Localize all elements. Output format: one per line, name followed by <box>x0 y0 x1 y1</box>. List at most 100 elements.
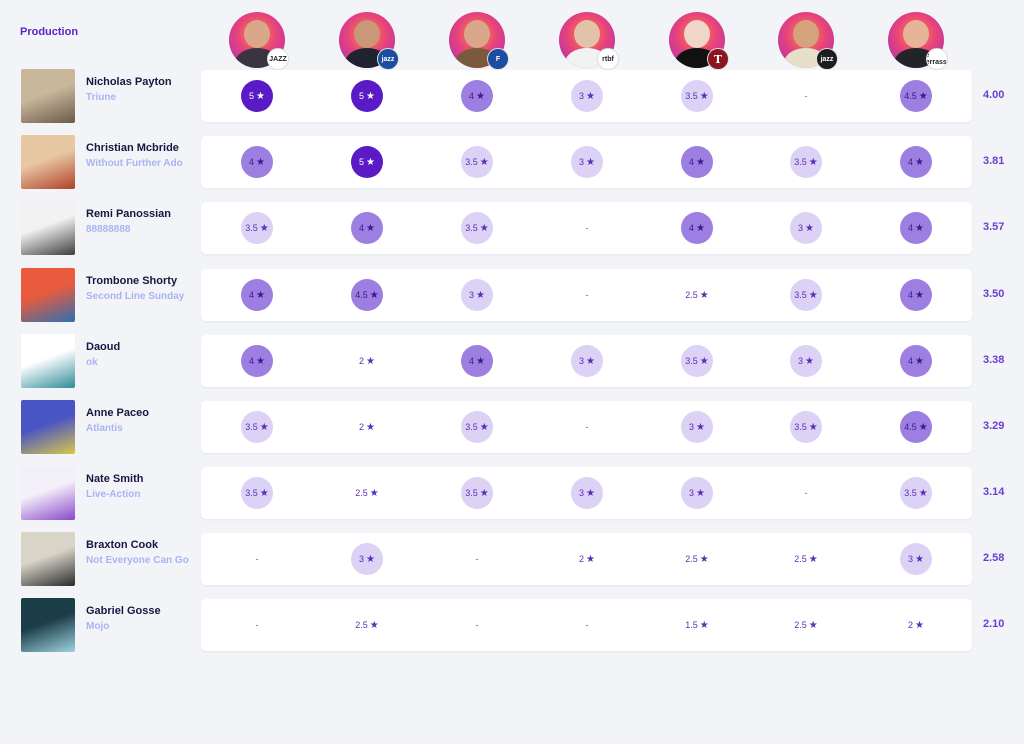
rating-cell[interactable]: 2 ★ <box>571 543 603 575</box>
album-title[interactable]: Mojo <box>86 621 110 632</box>
rating-cell[interactable]: 4 ★ <box>241 279 273 311</box>
rating-cell[interactable]: 3.5 ★ <box>241 212 273 244</box>
rating-cell[interactable]: 3 ★ <box>571 80 603 112</box>
rating-cell[interactable]: 1.5 ★ <box>681 609 713 641</box>
rating-cell[interactable]: 2.5 ★ <box>790 543 822 575</box>
rating-cell[interactable]: 4.5 ★ <box>900 80 932 112</box>
critic-avatar[interactable]: JAZZ <box>229 12 289 70</box>
rating-cell[interactable]: 2.5 ★ <box>790 609 822 641</box>
rating-cell[interactable]: 3.5 ★ <box>461 411 493 443</box>
rating-cell[interactable]: 2 ★ <box>351 411 383 443</box>
rating-cell[interactable]: 3 ★ <box>790 212 822 244</box>
rating-cell[interactable]: 3.5 ★ <box>461 477 493 509</box>
rating-cell[interactable]: 4 ★ <box>351 212 383 244</box>
rating-cell[interactable]: 3 ★ <box>790 345 822 377</box>
table-row[interactable]: Braxton Cook Not Everyone Can Go - 3 ★ - 2 ★ 2.5… <box>0 532 1024 588</box>
rating-cell[interactable]: 2.5 ★ <box>681 543 713 575</box>
critic-avatar[interactable]: le terrasse <box>888 12 948 70</box>
table-row[interactable]: Daoud ok 4 ★ 2 ★ 4 ★ 3 ★ 3.5 ★ 3 ★ 4 ★ 3.38 <box>0 334 1024 390</box>
album-title[interactable]: ok <box>86 357 98 368</box>
album-title[interactable]: Live-Action <box>86 489 141 500</box>
rating-cell[interactable]: 4 ★ <box>681 146 713 178</box>
rating-cell[interactable]: 2 ★ <box>900 609 932 641</box>
rating-cell[interactable]: 3 ★ <box>571 345 603 377</box>
rating-cell[interactable]: 5 ★ <box>351 80 383 112</box>
critic-avatar[interactable]: F <box>449 12 509 70</box>
rating-cell[interactable]: - <box>790 80 822 112</box>
artist-name[interactable]: Anne Paceo <box>86 407 149 419</box>
rating-cell[interactable]: 2 ★ <box>351 345 383 377</box>
album-cover[interactable] <box>21 598 75 652</box>
rating-cell[interactable]: 4 ★ <box>900 146 932 178</box>
rating-cell[interactable]: 4 ★ <box>241 146 273 178</box>
rating-cell[interactable]: 3 ★ <box>681 477 713 509</box>
rating-cell[interactable]: 3.5 ★ <box>900 477 932 509</box>
artist-name[interactable]: Christian Mcbride <box>86 142 179 154</box>
rating-cell[interactable]: 2.5 ★ <box>351 477 383 509</box>
album-cover[interactable] <box>21 268 75 322</box>
artist-name[interactable]: Gabriel Gosse <box>86 605 161 617</box>
artist-name[interactable]: Trombone Shorty <box>86 275 178 287</box>
rating-cell[interactable]: 3 ★ <box>681 411 713 443</box>
table-row[interactable]: Anne Paceo Atlantis 3.5 ★ 2 ★ 3.5 ★ -3 ★ 3.5 ★ 4.5 ★ 3… <box>0 400 1024 456</box>
rating-cell[interactable]: 3 ★ <box>900 543 932 575</box>
artist-name[interactable]: Nate Smith <box>86 473 144 485</box>
rating-cell[interactable]: 3.5 ★ <box>681 345 713 377</box>
album-title[interactable]: Atlantis <box>86 423 123 434</box>
rating-cell[interactable]: 4 ★ <box>461 345 493 377</box>
rating-cell[interactable]: 5 ★ <box>241 80 273 112</box>
rating-cell[interactable]: 4 ★ <box>900 345 932 377</box>
rating-cell[interactable]: - <box>571 212 603 244</box>
rating-cell[interactable]: 3.5 ★ <box>241 411 273 443</box>
rating-cell[interactable]: - <box>461 609 493 641</box>
critic-avatar[interactable]: jazz <box>339 12 399 70</box>
artist-name[interactable]: Daoud <box>86 341 121 353</box>
rating-cell[interactable]: - <box>571 411 603 443</box>
table-row[interactable]: Remi Panossian 88888888 3.5 ★ 4 ★ 3.5 ★ -4 ★ 3 ★ 4 ★ 3… <box>0 201 1024 257</box>
album-cover[interactable] <box>21 69 75 123</box>
artist-name[interactable]: Nicholas Payton <box>86 76 172 88</box>
artist-name[interactable]: Braxton Cook <box>86 539 159 551</box>
album-title[interactable]: Not Everyone Can Go <box>86 555 189 566</box>
rating-cell[interactable]: 3 ★ <box>351 543 383 575</box>
rating-cell[interactable]: 3.5 ★ <box>461 212 493 244</box>
album-title[interactable]: 88888888 <box>86 224 131 235</box>
rating-cell[interactable]: 4 ★ <box>461 80 493 112</box>
rating-cell[interactable]: - <box>241 609 273 641</box>
rating-cell[interactable]: 3.5 ★ <box>461 146 493 178</box>
album-cover[interactable] <box>21 334 75 388</box>
rating-cell[interactable]: 4 ★ <box>681 212 713 244</box>
rating-cell[interactable]: - <box>571 609 603 641</box>
album-cover[interactable] <box>21 135 75 189</box>
rating-cell[interactable]: 3.5 ★ <box>790 146 822 178</box>
critic-avatar[interactable]: jazz <box>778 12 838 70</box>
critic-avatar[interactable]: T <box>669 12 729 70</box>
rating-cell[interactable]: 5 ★ <box>351 146 383 178</box>
table-row[interactable]: Gabriel Gosse Mojo -2.5 ★ - -1.5 ★ 2.5 ★ 2 ★ 2.10 <box>0 598 1024 654</box>
rating-cell[interactable]: 4 ★ <box>900 212 932 244</box>
rating-cell[interactable]: - <box>571 279 603 311</box>
table-row[interactable]: Nicholas Payton Triune 5 ★ 5 ★ 4 ★ 3 ★ 3.5 ★ -4.5 ★ 4.… <box>0 69 1024 125</box>
rating-cell[interactable]: 3.5 ★ <box>790 411 822 443</box>
album-title[interactable]: Triune <box>86 92 117 103</box>
rating-cell[interactable]: 4.5 ★ <box>900 411 932 443</box>
table-row[interactable]: Nate Smith Live-Action 3.5 ★ 2.5 ★ 3.5 ★ 3 ★ 3 ★ -3.… <box>0 466 1024 522</box>
critic-avatar[interactable]: rtbf <box>559 12 619 70</box>
rating-cell[interactable]: - <box>790 477 822 509</box>
rating-cell[interactable]: - <box>241 543 273 575</box>
album-cover[interactable] <box>21 466 75 520</box>
rating-cell[interactable]: 4.5 ★ <box>351 279 383 311</box>
rating-cell[interactable]: 3.5 ★ <box>681 80 713 112</box>
rating-cell[interactable]: - <box>461 543 493 575</box>
rating-cell[interactable]: 2.5 ★ <box>351 609 383 641</box>
album-cover[interactable] <box>21 400 75 454</box>
table-row[interactable]: Trombone Shorty Second Line Sunday 4 ★ 4.5 ★ 3… <box>0 268 1024 324</box>
album-cover[interactable] <box>21 201 75 255</box>
rating-cell[interactable]: 4 ★ <box>241 345 273 377</box>
rating-cell[interactable]: 4 ★ <box>900 279 932 311</box>
rating-cell[interactable]: 2.5 ★ <box>681 279 713 311</box>
album-title[interactable]: Second Line Sunday <box>86 291 185 302</box>
rating-cell[interactable]: 3 ★ <box>461 279 493 311</box>
rating-cell[interactable]: 3.5 ★ <box>241 477 273 509</box>
artist-name[interactable]: Remi Panossian <box>86 208 171 220</box>
